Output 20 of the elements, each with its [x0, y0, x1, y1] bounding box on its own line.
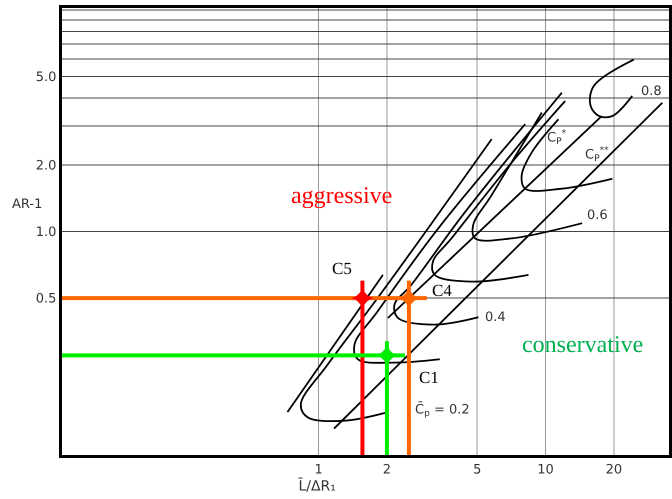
annotation: aggressive: [291, 183, 392, 209]
x-axis-title: L̄/ΔR₁: [298, 477, 336, 495]
x-tick-label: 2: [382, 462, 392, 478]
annotation: C1: [419, 368, 439, 387]
annotation: 0.8: [641, 84, 662, 99]
x-tick-label: 1: [314, 462, 323, 478]
annotation: conservative: [522, 332, 644, 358]
y-tick-label: 5.0: [36, 70, 56, 86]
annotation: C̄$_{p}$ = 0.2: [415, 401, 470, 420]
x-tick-label: 10: [537, 462, 554, 478]
x-tick-label: 5: [473, 462, 482, 478]
annotation: C5: [332, 259, 352, 278]
x-tick-label: 20: [606, 462, 622, 478]
annotation: 0.4: [485, 310, 506, 325]
y-tick-label: 1.0: [36, 225, 56, 240]
y-tick-label: 2.0: [36, 158, 56, 174]
y-axis-title: AR-1: [12, 197, 42, 212]
annotation: 0.6: [587, 208, 608, 223]
y-tick-label: 0.5: [36, 292, 56, 307]
annotation: C4: [432, 281, 452, 300]
